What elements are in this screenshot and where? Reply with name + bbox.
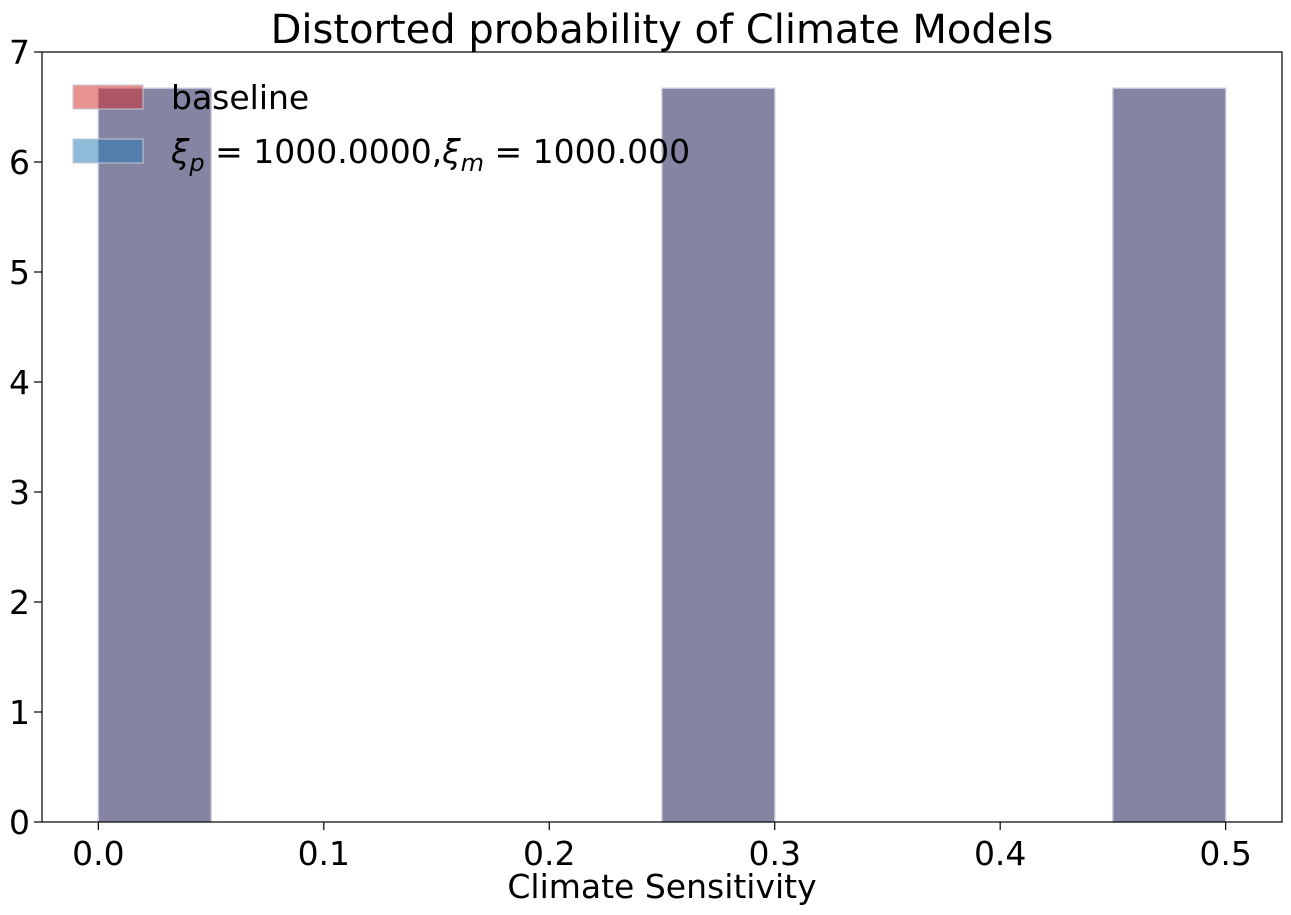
x-tick-label-5: 0.5 [1199,834,1251,873]
legend: baseline ξp = 1000.0000,ξm = 1000.000 [72,78,690,177]
bar-series-1-bin-9 [1112,87,1227,823]
y-tick-label-5: 5 [9,253,30,292]
bars-layer [97,87,1227,823]
bar-series-1-bin-5 [661,87,776,823]
legend-swatch-1 [72,138,144,164]
x-tick-label-0: 0.0 [72,834,124,873]
x-tick-label-1: 0.1 [298,834,350,873]
plot-frame [41,51,1283,823]
x-tick-label-3: 0.3 [748,834,800,873]
y-tick-label-7: 7 [9,33,30,72]
x-tick-label-2: 0.2 [523,834,575,873]
y-tick-label-6: 6 [9,143,30,182]
y-tick-label-0: 0 [9,803,30,842]
legend-label-0: baseline [171,78,309,117]
y-tick-label-2: 2 [9,583,30,622]
y-axis: 0 1 2 3 4 5 6 7 [9,33,42,842]
legend-label-1: ξp = 1000.0000,ξm = 1000.000 [170,132,690,177]
x-axis-label: Climate Sensitivity [507,867,816,906]
x-axis: 0.0 0.1 0.2 0.3 0.4 0.5 [72,822,1252,873]
y-tick-label-4: 4 [9,363,30,402]
y-tick-label-3: 3 [9,473,30,512]
legend-swatch-0 [72,84,144,110]
chart-title: Distorted probability of Climate Models [271,7,1054,53]
y-tick-label-1: 1 [9,693,30,732]
x-tick-label-4: 0.4 [974,834,1026,873]
bar-series-1-bin-0 [97,87,212,823]
